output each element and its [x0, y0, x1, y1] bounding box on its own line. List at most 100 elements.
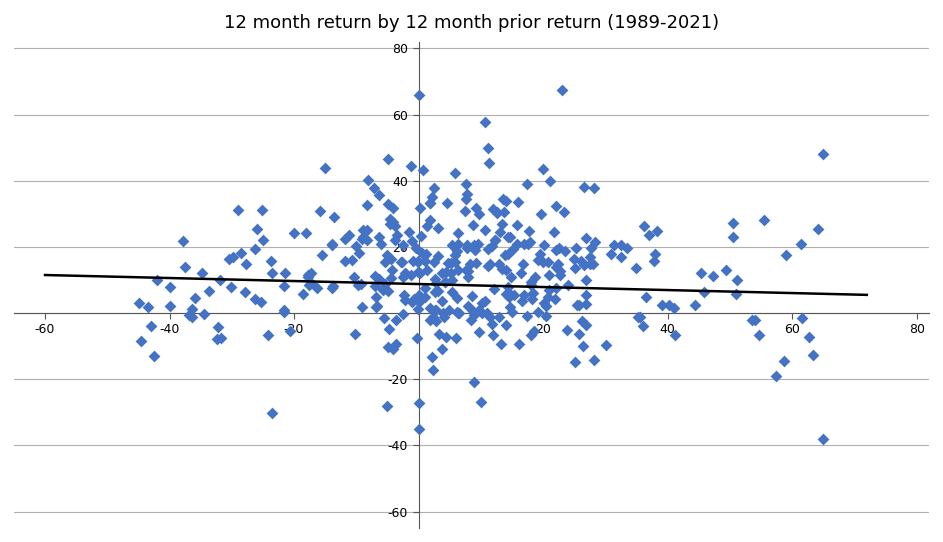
Point [554, 86, 570, 94]
Point [368, 293, 383, 302]
Point [428, 279, 443, 287]
Point [345, 255, 360, 264]
Point [380, 250, 395, 259]
Point [779, 250, 794, 259]
Point [264, 269, 279, 278]
Point [805, 351, 820, 359]
Point [359, 201, 374, 209]
Point [614, 240, 629, 249]
Point [428, 306, 443, 315]
Point [150, 275, 165, 284]
Point [451, 309, 466, 318]
Point [415, 249, 430, 257]
Point [435, 345, 450, 353]
Point [356, 233, 371, 241]
Point [411, 399, 426, 408]
Point [540, 293, 555, 302]
Point [465, 307, 480, 315]
Point [212, 276, 227, 285]
Point [372, 233, 387, 242]
Point [636, 322, 651, 331]
Point [210, 322, 225, 331]
Point [526, 288, 541, 297]
Point [411, 91, 426, 99]
Point [209, 334, 224, 343]
Point [586, 184, 601, 192]
Point [540, 257, 555, 266]
Point [404, 298, 419, 307]
Point [501, 249, 516, 258]
Point [461, 267, 476, 275]
Point [491, 312, 506, 321]
Point [489, 208, 505, 216]
Point [405, 256, 421, 265]
Point [422, 315, 438, 324]
Point [570, 301, 585, 309]
Point [404, 270, 419, 279]
Point [451, 266, 466, 275]
Point [501, 282, 516, 291]
Point [386, 203, 401, 212]
Point [418, 293, 433, 301]
Point [571, 301, 586, 310]
Point [221, 255, 236, 263]
Point [276, 307, 291, 316]
Point [406, 294, 422, 303]
Point [460, 273, 475, 282]
Point [412, 291, 427, 299]
Point [744, 316, 759, 325]
Point [472, 328, 487, 337]
Point [422, 198, 438, 207]
Point [552, 267, 567, 275]
Point [141, 302, 156, 311]
Point [429, 306, 444, 314]
Point [440, 259, 455, 268]
Point [369, 302, 384, 311]
Point [491, 259, 506, 268]
Point [397, 295, 412, 304]
Point [729, 289, 744, 298]
Point [523, 280, 538, 289]
Point [650, 226, 665, 235]
Point [536, 164, 551, 173]
Point [638, 292, 653, 301]
Point [517, 291, 532, 300]
Point [265, 409, 280, 418]
Point [447, 258, 462, 267]
Point [584, 243, 599, 252]
Point [475, 308, 490, 317]
Point [505, 308, 520, 317]
Point [355, 235, 370, 243]
Point [534, 210, 549, 219]
Point [162, 302, 177, 311]
Point [238, 288, 253, 296]
Point [548, 284, 563, 293]
Point [426, 313, 441, 322]
Point [460, 190, 475, 199]
Point [466, 311, 481, 320]
Point [373, 240, 389, 249]
Point [536, 241, 551, 249]
Point [549, 202, 564, 210]
Point [432, 330, 447, 338]
Point [549, 262, 564, 271]
Point [524, 295, 539, 304]
Point [509, 240, 524, 248]
Point [304, 269, 319, 278]
Point [404, 162, 419, 170]
Point [341, 231, 356, 240]
Point [637, 222, 652, 230]
Point [468, 246, 483, 255]
Point [380, 343, 395, 351]
Point [439, 198, 455, 207]
Point [230, 206, 245, 215]
Point [247, 245, 262, 254]
Point [381, 287, 396, 295]
Point [578, 321, 593, 330]
Point [312, 207, 327, 215]
Point [530, 308, 545, 317]
Point [376, 314, 391, 322]
Point [444, 287, 459, 296]
Point [367, 282, 382, 291]
Point [410, 258, 425, 267]
